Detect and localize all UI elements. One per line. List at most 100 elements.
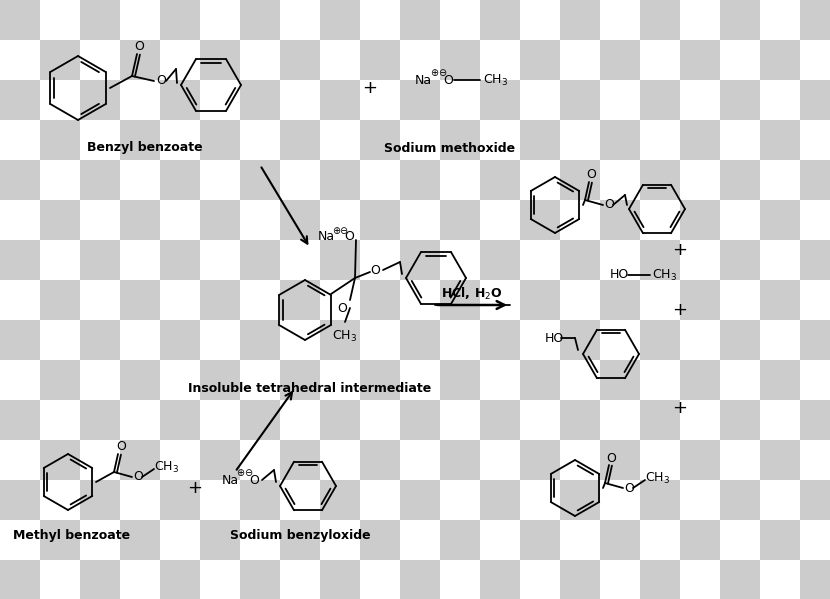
Bar (480, 320, 520, 360)
Bar (800, 160, 830, 200)
Bar (40, 240, 80, 280)
Bar (240, 280, 280, 320)
Bar (120, 560, 160, 599)
Bar (560, 360, 600, 400)
Bar (400, 520, 440, 560)
Bar (40, 360, 80, 400)
Bar (760, 320, 800, 360)
Bar (520, 240, 560, 280)
Bar (0, 240, 40, 280)
Bar (360, 480, 400, 520)
Bar (120, 520, 160, 560)
Bar (600, 0, 640, 40)
Bar (320, 80, 360, 120)
Bar (80, 520, 120, 560)
Bar (720, 160, 760, 200)
Bar (600, 240, 640, 280)
Bar (760, 240, 800, 280)
Bar (200, 480, 240, 520)
Bar (280, 0, 320, 40)
Bar (40, 560, 80, 599)
Bar (680, 0, 720, 40)
Bar (600, 440, 640, 480)
Bar (400, 320, 440, 360)
Text: CH$_3$: CH$_3$ (483, 72, 509, 87)
Bar (0, 280, 40, 320)
Bar (40, 480, 80, 520)
Text: +: + (363, 79, 378, 97)
Bar (520, 360, 560, 400)
Bar (760, 480, 800, 520)
Bar (200, 520, 240, 560)
Bar (560, 480, 600, 520)
Bar (0, 80, 40, 120)
Bar (640, 280, 680, 320)
Bar (240, 160, 280, 200)
Bar (720, 280, 760, 320)
Bar (320, 160, 360, 200)
Bar (320, 400, 360, 440)
Bar (480, 200, 520, 240)
Bar (760, 40, 800, 80)
Text: O: O (606, 452, 616, 464)
Text: +: + (188, 479, 203, 497)
Text: O: O (370, 264, 380, 277)
Bar (480, 120, 520, 160)
Bar (480, 480, 520, 520)
Text: O: O (443, 74, 453, 86)
Bar (680, 40, 720, 80)
Text: Sodium methoxide: Sodium methoxide (384, 141, 515, 155)
Bar (40, 440, 80, 480)
Bar (40, 40, 80, 80)
Bar (320, 560, 360, 599)
Bar (160, 400, 200, 440)
Bar (760, 400, 800, 440)
Bar (720, 360, 760, 400)
Bar (120, 480, 160, 520)
Bar (240, 520, 280, 560)
Bar (120, 120, 160, 160)
Bar (520, 120, 560, 160)
Bar (600, 200, 640, 240)
Bar (240, 400, 280, 440)
Bar (280, 560, 320, 599)
Bar (160, 40, 200, 80)
Bar (280, 360, 320, 400)
Text: O: O (134, 40, 144, 53)
Bar (200, 240, 240, 280)
Bar (160, 240, 200, 280)
Text: O: O (586, 168, 596, 181)
Text: $\oplus$: $\oplus$ (431, 68, 440, 78)
Bar (40, 120, 80, 160)
Bar (560, 0, 600, 40)
Bar (800, 560, 830, 599)
Text: $\ominus$: $\ominus$ (438, 68, 447, 78)
Bar (240, 360, 280, 400)
Bar (760, 280, 800, 320)
Bar (400, 360, 440, 400)
Bar (640, 360, 680, 400)
Bar (440, 200, 480, 240)
Bar (480, 440, 520, 480)
Bar (440, 320, 480, 360)
Text: +: + (672, 301, 687, 319)
Bar (120, 440, 160, 480)
Bar (720, 480, 760, 520)
Bar (560, 440, 600, 480)
Bar (640, 120, 680, 160)
Bar (720, 400, 760, 440)
Bar (480, 400, 520, 440)
Bar (0, 520, 40, 560)
Bar (80, 480, 120, 520)
Bar (0, 160, 40, 200)
Bar (280, 480, 320, 520)
Text: +: + (672, 399, 687, 417)
Bar (360, 240, 400, 280)
Text: HO: HO (545, 331, 564, 344)
Bar (280, 400, 320, 440)
Bar (760, 80, 800, 120)
Bar (120, 160, 160, 200)
Bar (320, 240, 360, 280)
Bar (720, 80, 760, 120)
Bar (680, 120, 720, 160)
